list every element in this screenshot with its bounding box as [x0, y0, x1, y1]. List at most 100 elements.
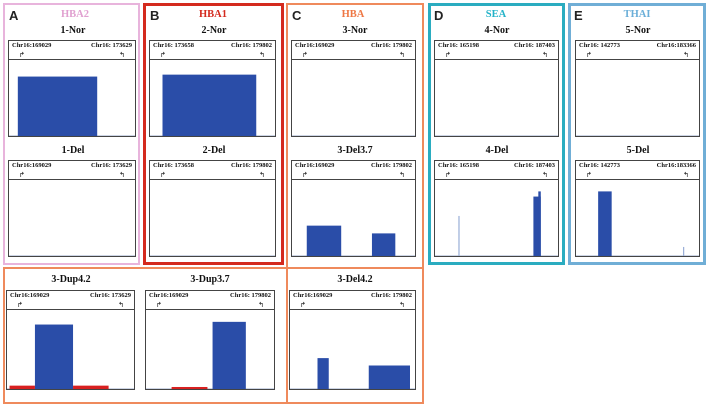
coverage-plot — [435, 191, 558, 256]
forward-primer-arrow-icon: ↱ — [156, 301, 162, 309]
panel-header — [292, 41, 415, 60]
reverse-primer-arrow-icon: ↰ — [542, 51, 548, 59]
coverage-plot — [9, 255, 135, 256]
reverse-primer-arrow-icon: ↰ — [119, 51, 125, 59]
right-coordinate: Chr16: 179802 — [371, 162, 412, 169]
coverage-area — [435, 60, 558, 136]
title-3-dup37: 3-Dup3.7 — [190, 274, 230, 285]
group-name-hba1: HBA1 — [198, 9, 227, 20]
panel-header — [7, 291, 134, 310]
group-letter-e: E — [574, 8, 583, 23]
group-letter-a: A — [9, 8, 19, 23]
panel-2-nor: Chr16: 173658 Chr16: 179802 ↱ ↰ — [149, 40, 276, 137]
coverage-area — [435, 180, 558, 256]
forward-primer-arrow-icon: ↱ — [17, 301, 23, 309]
left-coordinate: Chr16:169029 — [295, 162, 335, 169]
coverage-block-0 — [17, 76, 98, 136]
group-frame-c — [286, 3, 424, 404]
title-3-dup42: 3-Dup4.2 — [51, 274, 91, 285]
title-4-del: 4-Del — [485, 145, 509, 156]
panel-header — [9, 41, 135, 60]
forward-primer-arrow-icon: ↱ — [445, 171, 451, 179]
forward-primer-arrow-icon: ↱ — [160, 51, 166, 59]
coverage-block-0 — [317, 358, 329, 389]
coverage-plot — [150, 255, 275, 256]
panel-3-dup42: Chr16:169029 Chr16: 173629 ↱ ↰ — [6, 290, 135, 390]
right-coordinate: Chr16: 179802 — [231, 162, 272, 169]
left-coordinate: Chr16:169029 — [293, 292, 333, 299]
coverage-block-1 — [533, 196, 541, 256]
panel-header — [150, 161, 275, 180]
panel-header — [9, 161, 135, 180]
coverage-area — [7, 310, 134, 389]
panel-3-nor: Chr16:169029 Chr16: 179802 ↱ ↰ — [291, 40, 416, 137]
group-letter-d: D — [434, 8, 444, 23]
coverage-plot — [576, 191, 699, 256]
left-coordinate: Chr16: 173658 — [153, 42, 194, 49]
reverse-primer-arrow-icon: ↰ — [542, 171, 548, 179]
title-3-nor: 3-Nor — [342, 25, 368, 36]
reverse-primer-arrow-icon: ↰ — [119, 171, 125, 179]
panel-5-del: Chr16: 142773 Chr16:183366 ↱ ↰ — [575, 160, 700, 257]
left-coordinate: Chr16:169029 — [10, 292, 50, 299]
right-coordinate: Chr16:183366 — [656, 162, 696, 169]
right-coordinate: Chr16: 179802 — [371, 292, 412, 299]
reverse-primer-arrow-icon: ↰ — [683, 51, 689, 59]
coverage-area — [292, 60, 415, 136]
group-name-hba: HBA — [341, 9, 365, 20]
right-coordinate: Chr16: 179802 — [371, 42, 412, 49]
coverage-area — [290, 310, 415, 389]
panel-5-nor: Chr16: 142773 Chr16:183366 ↱ ↰ — [575, 40, 700, 137]
panel-header — [576, 161, 699, 180]
coverage-block-2 — [73, 385, 109, 389]
coverage-plot — [435, 135, 558, 136]
reverse-primer-arrow-icon: ↰ — [259, 51, 265, 59]
left-coordinate: Chr16: 142773 — [579, 162, 620, 169]
right-coordinate: Chr16: 173629 — [91, 162, 132, 169]
title-2-del: 2-Del — [202, 145, 226, 156]
left-coordinate: Chr16: 173658 — [153, 162, 194, 169]
title-2-nor: 2-Nor — [201, 25, 227, 36]
coverage-block-0 — [598, 191, 612, 256]
title-5-nor: 5-Nor — [625, 25, 651, 36]
panel-header — [146, 291, 274, 310]
forward-primer-arrow-icon: ↱ — [19, 51, 25, 59]
right-coordinate: Chr16: 173629 — [91, 42, 132, 49]
group-frame-a — [3, 3, 140, 265]
forward-primer-arrow-icon: ↱ — [302, 171, 308, 179]
left-coordinate: Chr16: 165198 — [438, 42, 479, 49]
coverage-area — [9, 180, 135, 256]
group-name-sea: SEA — [485, 9, 507, 20]
title-1-nor: 1-Nor — [60, 25, 86, 36]
coverage-block-0 — [458, 215, 460, 256]
panel-3-del42: Chr16:169029 Chr16: 179802 ↱ ↰ — [289, 290, 416, 390]
coverage-plot — [576, 135, 699, 136]
coverage-block-1 — [34, 324, 74, 389]
left-coordinate: Chr16: 165198 — [438, 162, 479, 169]
group-letter-c: C — [292, 8, 302, 23]
group-frame-d — [428, 3, 565, 265]
panel-header — [576, 41, 699, 60]
coverage-block-1 — [683, 246, 685, 256]
left-coordinate: Chr16:169029 — [149, 292, 189, 299]
forward-primer-arrow-icon: ↱ — [445, 51, 451, 59]
coverage-area — [150, 60, 275, 136]
forward-primer-arrow-icon: ↱ — [302, 51, 308, 59]
right-coordinate: Chr16:183366 — [656, 42, 696, 49]
coverage-plot — [292, 135, 415, 136]
coverage-area — [292, 180, 415, 256]
left-coordinate: Chr16: 142773 — [579, 42, 620, 49]
coverage-block-0 — [9, 385, 35, 389]
reverse-primer-arrow-icon: ↰ — [683, 171, 689, 179]
panel-header — [290, 291, 415, 310]
coverage-area — [576, 180, 699, 256]
panel-header — [150, 41, 275, 60]
panel-4-nor: Chr16: 165198 Chr16: 187403 ↱ ↰ — [434, 40, 559, 137]
group-name-hba2: HBA2 — [60, 9, 89, 20]
coverage-block-0 — [171, 386, 208, 389]
coverage-area — [146, 310, 274, 389]
coverage-plot — [292, 225, 415, 256]
coverage-area — [150, 180, 275, 256]
coverage-block-1 — [212, 321, 246, 389]
group-frame-b — [143, 3, 284, 265]
